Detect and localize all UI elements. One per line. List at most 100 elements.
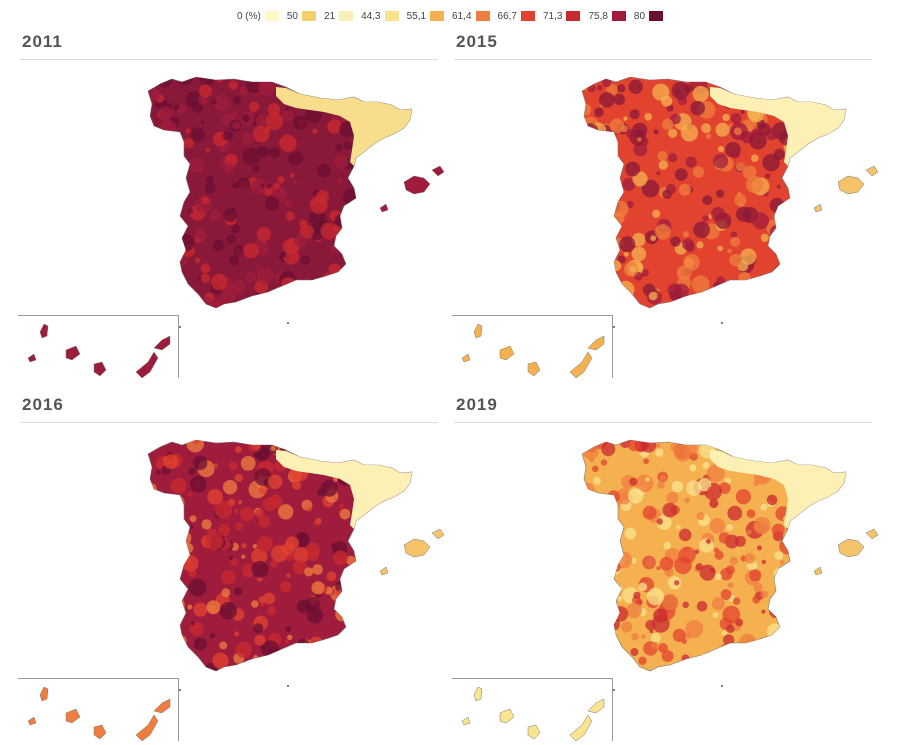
municipality-patch — [228, 461, 238, 471]
municipality-patch — [674, 580, 680, 586]
municipality-patch — [189, 515, 197, 523]
municipality-patch — [277, 176, 285, 184]
municipality-patch — [642, 505, 657, 520]
canary-island — [93, 361, 107, 377]
municipality-patch — [334, 154, 349, 169]
municipality-patch — [170, 477, 187, 494]
municipality-patch — [621, 621, 633, 633]
municipality-patch — [292, 179, 298, 184]
municipality-patch — [338, 503, 344, 509]
municipality-patch — [219, 641, 228, 650]
municipality-patch — [234, 508, 240, 514]
municipality-patch — [841, 77, 846, 85]
choropleth-map — [27, 439, 445, 742]
map-panel-2011: 2011 — [18, 32, 445, 382]
municipality-patch — [778, 587, 782, 592]
municipality-patch — [189, 524, 194, 529]
municipality-patch — [696, 512, 705, 521]
municipality-patch — [796, 544, 807, 555]
municipality-patch — [610, 260, 622, 272]
municipality-patch — [597, 563, 603, 569]
municipality-patch — [388, 297, 398, 307]
municipality-patch — [190, 621, 195, 626]
municipality-patch — [405, 588, 411, 593]
municipality-patch — [805, 510, 814, 519]
municipality-patch — [615, 663, 620, 668]
municipality-patch — [738, 271, 751, 285]
municipality-patch — [401, 245, 411, 255]
municipality-patch — [286, 573, 291, 578]
municipality-patch — [394, 87, 405, 98]
municipality-patch — [829, 248, 843, 262]
canary-island — [569, 714, 593, 742]
municipality-patch — [594, 266, 603, 275]
municipality-patch — [359, 589, 368, 598]
municipality-patch — [190, 127, 205, 142]
municipality-patch — [342, 237, 357, 252]
legend-item: 55,1 — [407, 11, 445, 22]
municipality-patch — [281, 110, 294, 122]
municipality-patch — [837, 443, 844, 450]
municipality-patch — [281, 543, 295, 556]
balearic-island — [403, 538, 431, 558]
municipality-patch — [697, 478, 712, 492]
municipality-patch — [653, 667, 668, 671]
municipality-patch — [173, 140, 179, 145]
canary-island — [27, 716, 37, 726]
municipality-patch — [776, 184, 781, 189]
legend-label: 61,4 — [452, 10, 472, 22]
municipality-patch — [228, 80, 238, 90]
municipality-patch — [370, 219, 389, 238]
municipality-patch — [164, 133, 169, 138]
municipality-patch — [825, 665, 831, 671]
municipality-patch — [828, 256, 838, 266]
municipality-patch — [366, 595, 372, 600]
municipality-patch — [730, 236, 741, 247]
municipality-patch — [760, 590, 769, 599]
municipality-patch — [258, 668, 264, 671]
municipality-patch — [836, 495, 846, 514]
municipality-patch — [266, 183, 272, 189]
municipality-patch — [354, 568, 368, 583]
municipality-patch — [671, 81, 690, 100]
municipality-patch — [260, 183, 265, 188]
municipality-patch — [756, 659, 774, 671]
municipality-patch — [787, 266, 797, 275]
municipality-patch — [299, 286, 312, 299]
municipality-patch — [661, 118, 674, 131]
municipality-patch — [235, 446, 242, 453]
municipality-patch — [707, 486, 714, 493]
municipality-patch — [163, 223, 181, 241]
municipality-patch — [205, 147, 210, 152]
municipality-patch — [256, 267, 274, 285]
municipality-patch — [347, 242, 354, 249]
municipality-patch — [408, 212, 412, 218]
municipality-patch — [600, 638, 612, 650]
municipality-patch — [799, 440, 808, 445]
municipality-patch — [749, 569, 762, 582]
municipality-patch — [385, 635, 396, 646]
municipality-patch — [756, 119, 766, 130]
municipality-patch — [769, 197, 785, 213]
municipality-patch — [606, 512, 615, 522]
municipality-patch — [326, 657, 335, 666]
municipality-patch — [370, 85, 380, 95]
municipality-patch — [617, 84, 626, 93]
municipality-patch — [309, 80, 323, 95]
municipality-patch — [686, 480, 702, 496]
municipality-patch — [792, 615, 805, 628]
municipality-patch — [258, 596, 266, 604]
balearic-island — [379, 203, 389, 213]
municipality-patch — [392, 526, 408, 541]
municipality-patch — [193, 602, 208, 617]
municipality-patch — [830, 443, 846, 459]
municipality-patch — [339, 508, 351, 520]
municipality-patch — [173, 218, 182, 227]
municipality-patch — [666, 491, 679, 504]
municipality-patch — [816, 275, 833, 292]
canary-island — [27, 353, 37, 363]
canary-island — [569, 351, 593, 379]
municipality-patch — [376, 612, 394, 630]
municipality-patch — [593, 477, 601, 485]
canary-island — [473, 323, 483, 339]
